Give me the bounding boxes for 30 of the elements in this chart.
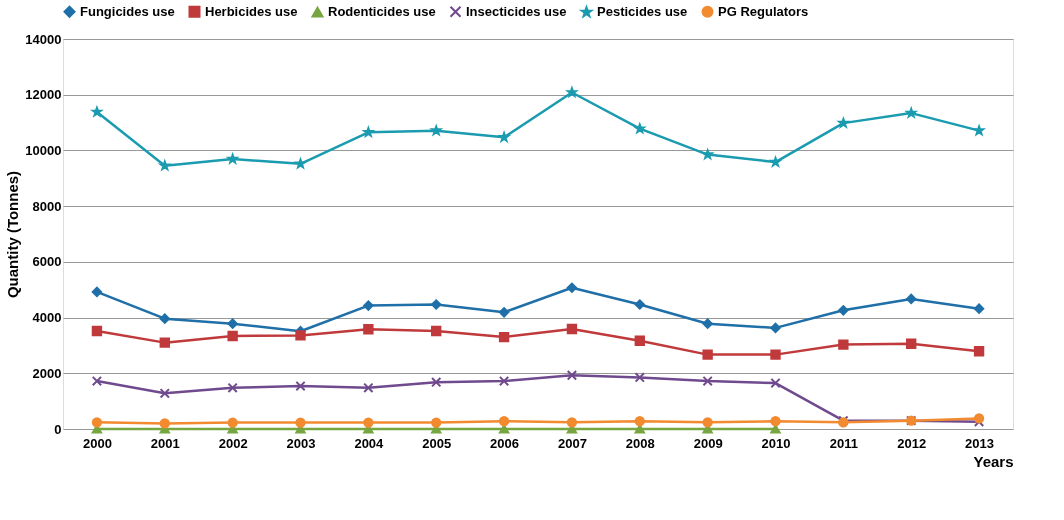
legend-label: Pesticides use (597, 4, 688, 20)
y-tick-label: 10000 (25, 142, 62, 158)
y-tick-label: 6000 (32, 254, 62, 270)
x-tick-label: 2011 (829, 435, 858, 451)
x-tick-label: 2008 (625, 435, 655, 451)
x-tick-label: 2013 (965, 435, 995, 451)
x-tick-label: 2006 (490, 435, 520, 451)
x-tick-label: 2010 (761, 435, 791, 451)
y-tick-label: 14000 (25, 31, 62, 47)
legend-label: Fungicides use (80, 3, 175, 19)
y-tick-label: 8000 (32, 198, 62, 214)
x-tick-label: 2007 (557, 435, 587, 451)
x-tick-label: 2000 (82, 435, 112, 451)
x-tick-label: 2002 (218, 435, 248, 451)
legend-label: PG Regulators (718, 3, 809, 19)
y-tick-label: 2000 (32, 365, 62, 381)
y-tick-label: 0 (54, 421, 62, 437)
legend-label: Insecticides use (466, 3, 567, 19)
x-axis-title: Years (973, 452, 1014, 470)
legend-label: Rodenticides use (328, 4, 436, 20)
x-tick-label: 2003 (286, 435, 316, 451)
x-tick-label: 2004 (354, 435, 385, 451)
x-tick-label: 2009 (693, 435, 723, 451)
legend-label: Herbicides use (205, 3, 298, 19)
y-axis-title: Quantity (Tonnes) (4, 170, 22, 299)
y-tick-label: 12000 (25, 87, 62, 103)
x-tick-label: 2001 (150, 435, 180, 451)
y-tick-label: 4000 (32, 310, 62, 326)
x-tick-label: 2005 (422, 435, 452, 451)
x-tick-label: 2012 (897, 435, 927, 451)
